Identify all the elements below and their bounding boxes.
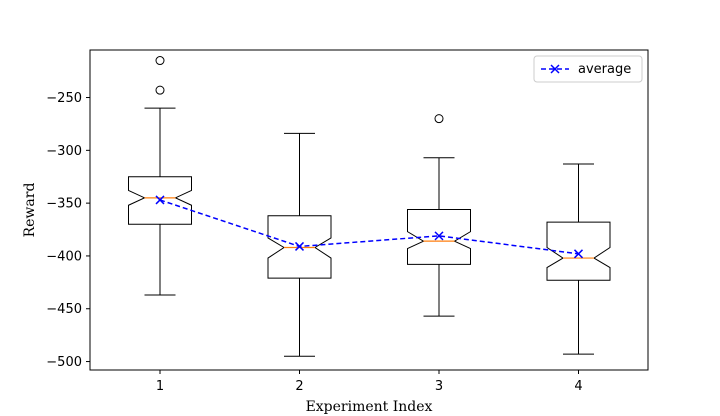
x-tick-label: 1 <box>156 379 164 394</box>
y-tick-label: −350 <box>46 197 82 212</box>
average-marker <box>155 195 165 205</box>
average-series <box>155 195 584 259</box>
average-marker <box>573 249 584 259</box>
average-marker <box>294 241 305 251</box>
x-tick-label: 4 <box>574 379 582 394</box>
y-tick-label: −500 <box>46 355 82 370</box>
marker-stroke <box>294 241 305 251</box>
average-line <box>159 199 579 255</box>
box-body <box>128 176 192 225</box>
box-body <box>546 221 611 281</box>
marker-stroke <box>573 249 584 259</box>
box-3 <box>407 114 471 317</box>
x-tick-label: 2 <box>295 379 303 394</box>
boxes-layer <box>128 56 611 357</box>
y-tick-label: −450 <box>46 302 82 317</box>
outlier-point <box>155 85 165 95</box>
legend-box <box>533 55 643 83</box>
y-tick-label: −400 <box>46 249 82 264</box>
box-1 <box>128 56 192 296</box>
y-axis: −500 −450 −400 −350 −300 −250 <box>46 91 90 370</box>
y-tick-label: −250 <box>46 91 82 106</box>
x-axis: 1 2 3 4 <box>156 370 583 394</box>
outlier-point <box>434 114 444 124</box>
legend-average-marker <box>550 64 560 74</box>
outlier-point <box>155 56 165 66</box>
plot-area <box>89 49 649 371</box>
average-marker <box>434 231 444 241</box>
x-axis-title: Experiment Index <box>306 399 433 415</box>
legend-average-label: average <box>578 62 631 77</box>
box-body <box>407 208 471 265</box>
y-tick-label: −300 <box>46 144 82 159</box>
marker-stroke <box>434 231 444 241</box>
box-4 <box>546 163 611 355</box>
box-body <box>267 215 332 279</box>
legend: average <box>533 55 643 83</box>
marker-stroke <box>155 195 165 205</box>
y-axis-title: Reward <box>22 183 38 238</box>
x-tick-label: 3 <box>435 379 443 394</box>
